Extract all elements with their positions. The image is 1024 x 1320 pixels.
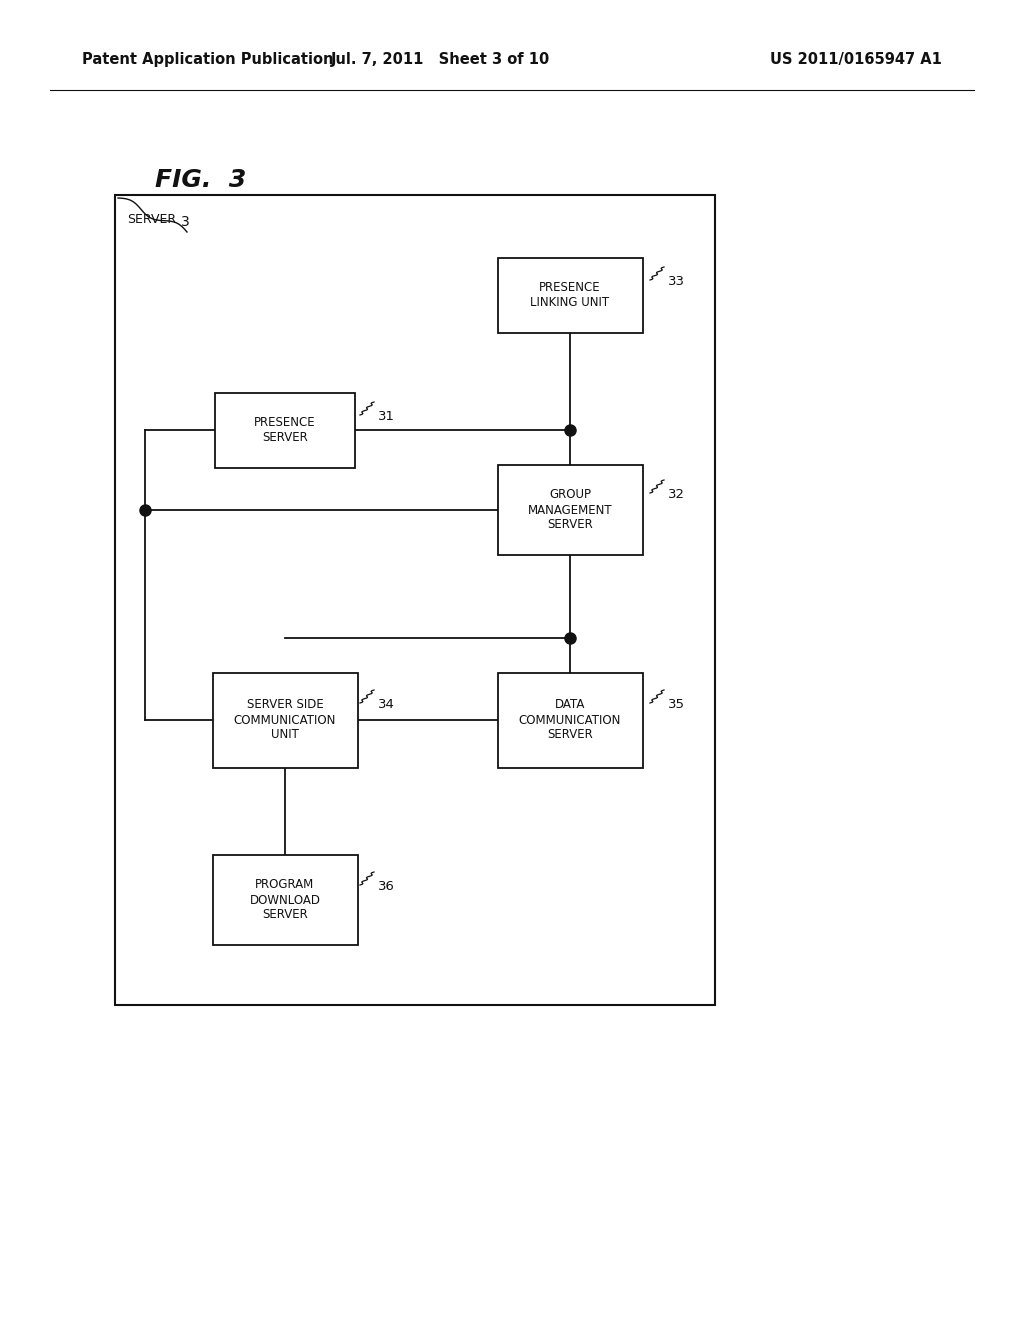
Text: PRESENCE
SERVER: PRESENCE SERVER <box>254 416 315 444</box>
Bar <box>498 257 642 333</box>
Text: GROUP
MANAGEMENT
SERVER: GROUP MANAGEMENT SERVER <box>527 488 612 532</box>
Text: PROGRAM
DOWNLOAD
SERVER: PROGRAM DOWNLOAD SERVER <box>250 879 321 921</box>
Text: SERVER SIDE
COMMUNICATION
UNIT: SERVER SIDE COMMUNICATION UNIT <box>233 698 336 742</box>
Text: 34: 34 <box>378 698 395 711</box>
Text: PRESENCE
LINKING UNIT: PRESENCE LINKING UNIT <box>530 281 609 309</box>
Bar <box>213 855 357 945</box>
Text: FIG.  3: FIG. 3 <box>155 168 246 191</box>
Text: 35: 35 <box>668 698 685 711</box>
Text: US 2011/0165947 A1: US 2011/0165947 A1 <box>770 51 942 67</box>
Text: 31: 31 <box>378 411 395 422</box>
Bar <box>498 465 642 554</box>
Text: Jul. 7, 2011   Sheet 3 of 10: Jul. 7, 2011 Sheet 3 of 10 <box>331 51 550 67</box>
Text: 36: 36 <box>378 880 395 894</box>
Text: 33: 33 <box>668 275 685 288</box>
Text: 3: 3 <box>180 215 189 228</box>
Bar <box>498 672 642 767</box>
Text: SERVER: SERVER <box>127 213 176 226</box>
Text: DATA
COMMUNICATION
SERVER: DATA COMMUNICATION SERVER <box>519 698 622 742</box>
Bar <box>215 392 355 467</box>
Text: 32: 32 <box>668 488 685 502</box>
Bar <box>115 195 715 1005</box>
Bar <box>213 672 357 767</box>
Text: Patent Application Publication: Patent Application Publication <box>82 51 334 67</box>
